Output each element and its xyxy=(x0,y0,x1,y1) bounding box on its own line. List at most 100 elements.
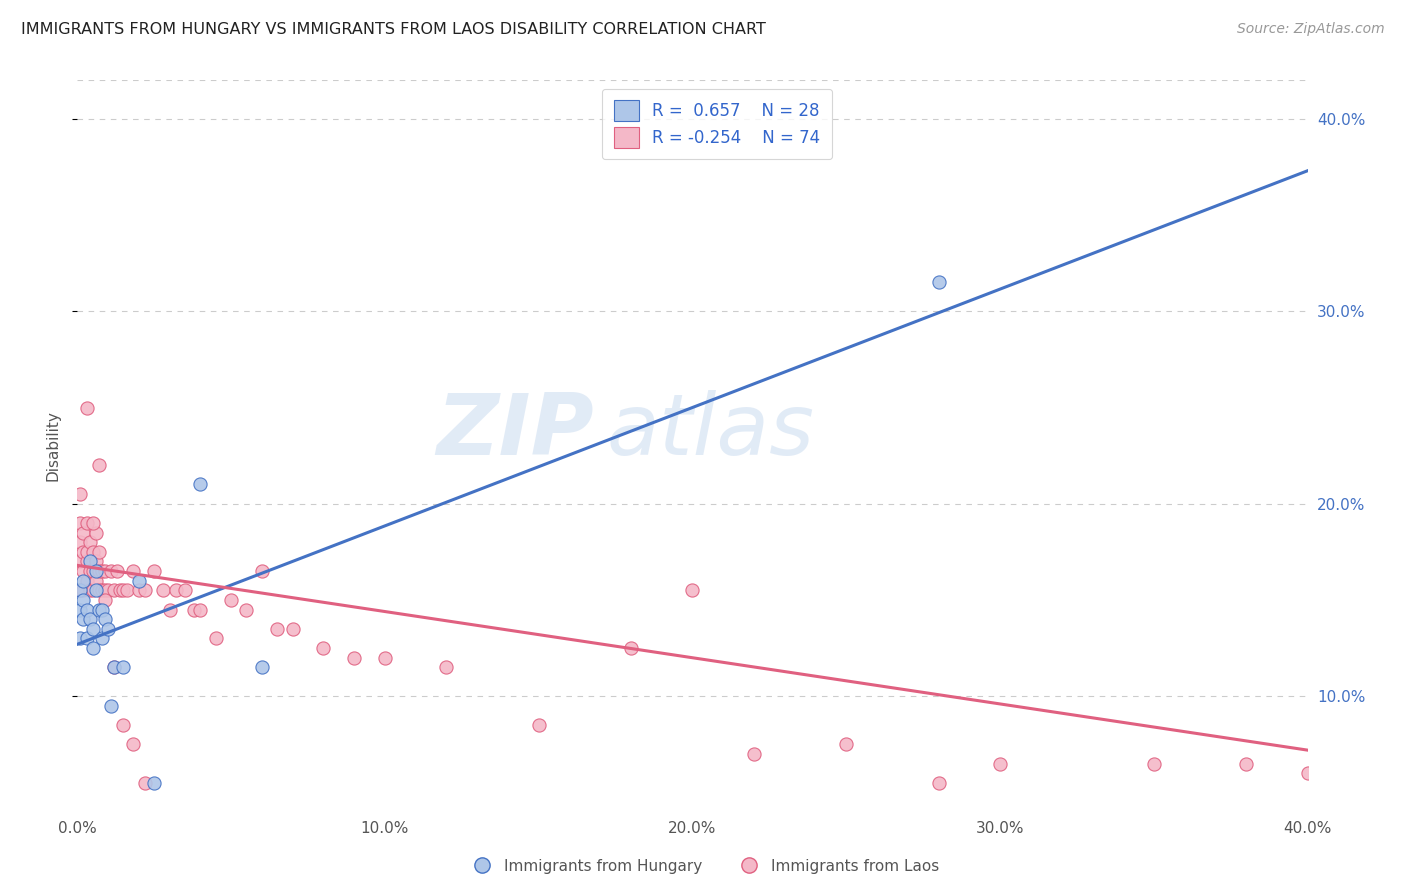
Point xyxy=(250,564,273,578)
Point xyxy=(90,564,114,578)
Point xyxy=(94,564,117,578)
Point xyxy=(84,525,107,540)
Point xyxy=(72,525,94,540)
Point xyxy=(79,535,101,549)
Point xyxy=(82,583,104,598)
Point xyxy=(79,554,101,568)
Point xyxy=(188,477,212,491)
Point xyxy=(121,564,143,578)
Point xyxy=(69,602,91,616)
Point xyxy=(76,632,98,646)
Point xyxy=(103,583,125,598)
Point xyxy=(152,583,174,598)
Point xyxy=(94,593,117,607)
Point xyxy=(82,516,104,530)
Text: atlas: atlas xyxy=(606,390,814,473)
Point xyxy=(183,602,205,616)
Point xyxy=(72,583,94,598)
Point xyxy=(436,660,458,674)
Point xyxy=(281,622,304,636)
Point xyxy=(84,564,107,578)
Point xyxy=(620,641,643,656)
Point xyxy=(103,660,125,674)
Text: ZIP: ZIP xyxy=(436,390,595,473)
Point xyxy=(204,632,226,646)
Point xyxy=(69,583,91,598)
Point xyxy=(79,564,101,578)
Point xyxy=(79,583,101,598)
Legend: R =  0.657    N = 28, R = -0.254    N = 74: R = 0.657 N = 28, R = -0.254 N = 74 xyxy=(602,88,832,160)
Point xyxy=(682,583,704,598)
Point xyxy=(374,650,396,665)
Point xyxy=(143,564,166,578)
Point xyxy=(312,641,335,656)
Point xyxy=(1234,756,1257,771)
Point xyxy=(87,602,110,616)
Point xyxy=(97,622,120,636)
Point xyxy=(112,660,135,674)
Point xyxy=(235,602,257,616)
Point xyxy=(72,574,94,588)
Point xyxy=(165,583,187,598)
Point xyxy=(97,583,120,598)
Point xyxy=(79,612,101,626)
Point xyxy=(90,632,114,646)
Point xyxy=(84,583,107,598)
Point xyxy=(835,737,858,751)
Point xyxy=(343,650,366,665)
Point xyxy=(87,564,110,578)
Point xyxy=(69,487,91,501)
Point xyxy=(115,583,138,598)
Point xyxy=(174,583,197,598)
Point xyxy=(84,574,107,588)
Point xyxy=(112,718,135,732)
Point xyxy=(128,583,150,598)
Point xyxy=(72,564,94,578)
Point xyxy=(69,535,91,549)
Point xyxy=(527,718,550,732)
Point xyxy=(188,602,212,616)
Point xyxy=(76,602,98,616)
Point xyxy=(112,583,135,598)
Point xyxy=(134,583,156,598)
Point xyxy=(100,698,122,713)
Legend: Immigrants from Hungary, Immigrants from Laos: Immigrants from Hungary, Immigrants from… xyxy=(460,853,946,880)
Point xyxy=(134,776,156,790)
Point xyxy=(128,574,150,588)
Point xyxy=(742,747,765,761)
Point xyxy=(928,776,950,790)
Point xyxy=(110,583,132,598)
Point xyxy=(94,583,117,598)
Point xyxy=(69,632,91,646)
Point xyxy=(76,401,98,415)
Point xyxy=(69,554,91,568)
Point xyxy=(72,545,94,559)
Point xyxy=(82,564,104,578)
Point xyxy=(82,622,104,636)
Point xyxy=(928,276,950,290)
Point xyxy=(250,660,273,674)
Point xyxy=(100,564,122,578)
Point xyxy=(94,612,117,626)
Point xyxy=(1143,756,1166,771)
Point xyxy=(87,458,110,473)
Point xyxy=(76,554,98,568)
Point xyxy=(72,593,94,607)
Point xyxy=(266,622,288,636)
Point xyxy=(90,602,114,616)
Y-axis label: Disability: Disability xyxy=(45,410,60,482)
Point xyxy=(121,737,143,751)
Point xyxy=(143,776,166,790)
Point xyxy=(82,641,104,656)
Point xyxy=(69,516,91,530)
Point xyxy=(87,583,110,598)
Point xyxy=(1296,766,1319,780)
Point xyxy=(159,602,181,616)
Point xyxy=(84,554,107,568)
Text: Source: ZipAtlas.com: Source: ZipAtlas.com xyxy=(1237,22,1385,37)
Point xyxy=(72,612,94,626)
Point xyxy=(105,564,128,578)
Point xyxy=(76,545,98,559)
Point xyxy=(69,583,91,598)
Text: IMMIGRANTS FROM HUNGARY VS IMMIGRANTS FROM LAOS DISABILITY CORRELATION CHART: IMMIGRANTS FROM HUNGARY VS IMMIGRANTS FR… xyxy=(21,22,766,37)
